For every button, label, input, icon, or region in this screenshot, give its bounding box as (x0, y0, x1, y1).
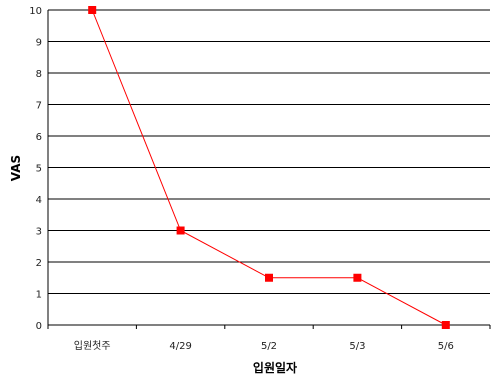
y-tick-label-9: 9 (36, 38, 42, 49)
y-axis-title: VAS (9, 155, 23, 181)
y-tick-label-4: 4 (36, 195, 42, 206)
data-point-0-1 (176, 226, 185, 235)
x-tick-label-0: 입원첫주 (74, 339, 111, 352)
gridlines (48, 9, 490, 326)
x-tick-label-1: 4/29 (169, 341, 191, 352)
x-tick-labels: 입원첫주 4/29 5/2 5/3 5/6 (74, 339, 454, 352)
y-tick-label-7: 7 (36, 101, 42, 112)
y-tick-label-0: 0 (36, 321, 42, 332)
x-tick-label-3: 5/3 (349, 341, 365, 352)
y-tick-label-3: 3 (36, 227, 42, 238)
x-tick-label-2: 5/2 (261, 341, 277, 352)
x-tick-marks (47, 325, 491, 329)
data-point-0-4 (441, 321, 450, 329)
x-axis-title: 입원일자 (253, 360, 297, 375)
data-point-0-3 (353, 273, 362, 282)
y-tick-label-2: 2 (36, 258, 42, 269)
data-point-0-2 (265, 273, 273, 282)
y-tick-label-10: 10 (29, 6, 42, 17)
y-tick-labels: 0 1 2 3 4 5 6 7 8 9 10 (29, 6, 42, 332)
series-layer (88, 6, 450, 329)
axes (47, 10, 490, 326)
y-tick-label-6: 6 (36, 132, 42, 143)
y-tick-label-8: 8 (36, 69, 42, 80)
y-tick-label-1: 1 (36, 290, 42, 301)
data-point-0-0 (88, 6, 97, 14)
y-tick-label-5: 5 (36, 164, 42, 175)
x-tick-label-4: 5/6 (438, 341, 454, 352)
